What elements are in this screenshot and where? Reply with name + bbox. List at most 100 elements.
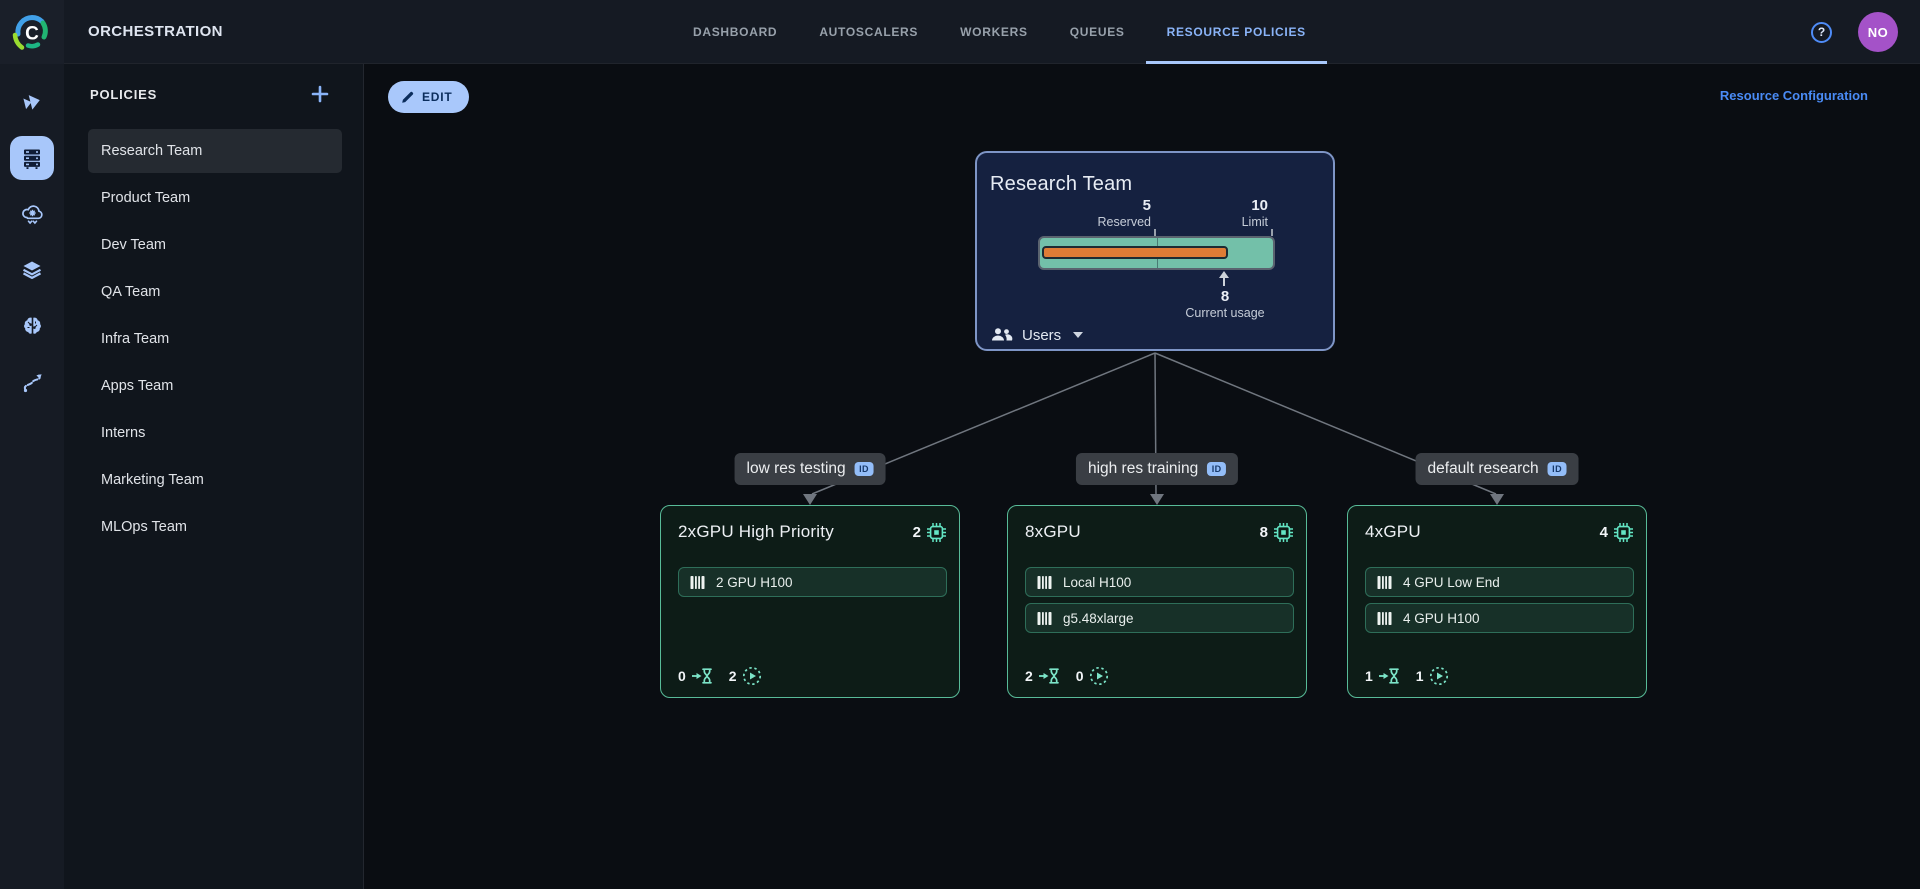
help-button[interactable]: ? xyxy=(1811,21,1832,43)
sidebar-item-marketing-team[interactable]: Marketing Team xyxy=(101,472,204,488)
id-badge[interactable]: ID xyxy=(1207,462,1227,476)
resource-chip-label: 2 GPU H100 xyxy=(716,574,793,590)
id-badge[interactable]: ID xyxy=(854,462,874,476)
pending-count: 0 xyxy=(678,668,686,684)
sidebar-item-infra-team[interactable]: Infra Team xyxy=(101,331,170,347)
rail-item-servers[interactable] xyxy=(10,136,54,180)
running-play-icon xyxy=(1429,666,1449,686)
servers-icon xyxy=(24,149,40,169)
rail-item-cloud-deploy[interactable] xyxy=(10,192,54,236)
card-stats: 2 0 xyxy=(1025,666,1125,686)
tab-queues[interactable]: QUEUES xyxy=(1069,25,1125,39)
worker-card-2xgpu-high-priority[interactable]: 2xGPU High Priority 2 2 GPU H100 xyxy=(660,505,960,698)
policies-list: Research Team Product Team Dev Team QA T… xyxy=(64,124,363,549)
id-badge[interactable]: ID xyxy=(1547,462,1567,476)
running-count: 2 xyxy=(728,668,737,684)
tab-workers[interactable]: WORKERS xyxy=(960,25,1028,39)
reserved-value: 5 xyxy=(1142,197,1151,214)
resource-configuration-link[interactable]: Resource Configuration xyxy=(1719,88,1868,103)
rail-item-pipeline[interactable] xyxy=(10,360,54,404)
usage-arrow-stem xyxy=(1223,277,1225,286)
users-icon xyxy=(992,328,1013,341)
branch-label-text: high res training xyxy=(1087,460,1199,477)
edit-button[interactable]: EDIT xyxy=(388,81,469,113)
user-avatar[interactable]: NO xyxy=(1858,12,1898,52)
cloud-gear-icon xyxy=(21,204,43,224)
gpu-count-value: 4 xyxy=(1599,523,1608,541)
card-title: 4xGPU xyxy=(1365,522,1421,541)
pending-hourglass-icon xyxy=(1378,666,1400,686)
rail-item-brain[interactable] xyxy=(10,304,54,348)
resource-chip[interactable]: 2 GPU H100 xyxy=(678,567,947,597)
app-logo[interactable]: C xyxy=(0,0,64,64)
card-header: 4xGPU 4 xyxy=(1365,522,1633,542)
gpu-count-value: 2 xyxy=(912,523,921,541)
resource-chip-label: Local H100 xyxy=(1063,574,1132,590)
gpu-count: 2 xyxy=(912,522,946,542)
branch-label-high-res-training[interactable]: high res training ID xyxy=(1075,453,1239,485)
node-title: Research Team xyxy=(990,173,1133,195)
usage-caption: Current usage xyxy=(1185,306,1265,320)
question-mark-icon: ? xyxy=(1817,25,1826,39)
pending-hourglass-icon xyxy=(691,666,713,686)
tab-dashboard[interactable]: DASHBOARD xyxy=(693,25,778,39)
resource-chip[interactable]: g5.48xlarge xyxy=(1025,603,1294,633)
resource-chip-label: g5.48xlarge xyxy=(1063,610,1134,626)
resource-chip-label: 4 GPU Low End xyxy=(1403,574,1500,590)
branch-label-text: low res testing xyxy=(746,460,846,477)
card-header: 2xGPU High Priority 2 xyxy=(678,522,946,542)
tab-resource-policies[interactable]: RESOURCE POLICIES xyxy=(1145,0,1328,64)
top-actions: ? NO xyxy=(1811,0,1920,64)
resource-chip-list: Local H100 g5.48xlarge xyxy=(1025,567,1294,633)
sidebar-item-apps-team[interactable]: Apps Team xyxy=(101,378,174,394)
layers-icon xyxy=(22,261,42,279)
users-label: Users xyxy=(1022,326,1062,344)
app-title: ORCHESTRATION xyxy=(88,23,223,40)
resource-chip-label: 4 GPU H100 xyxy=(1403,610,1480,626)
plus-icon xyxy=(311,85,329,103)
pipeline-icon xyxy=(23,373,42,392)
branch-label-text: default research xyxy=(1427,460,1539,477)
tab-autoscalers[interactable]: AUTOSCALERS xyxy=(819,25,919,39)
sidebar-header: POLICIES xyxy=(64,64,363,124)
top-bar: C ORCHESTRATION DASHBOARD AUTOSCALERS WO… xyxy=(0,0,1920,64)
sidebar-item-mlops-team[interactable]: MLOps Team xyxy=(101,519,187,535)
rail-item-fast-forward[interactable] xyxy=(10,80,54,124)
branch-label-default-research[interactable]: default research ID xyxy=(1415,453,1579,485)
logo-icon: C xyxy=(12,14,48,50)
sidebar-item-interns[interactable]: Interns xyxy=(101,425,146,441)
main-nav: DASHBOARD AUTOSCALERS WORKERS QUEUES RES… xyxy=(672,0,1328,64)
gpu-count: 4 xyxy=(1599,522,1633,542)
usage-bar xyxy=(1042,246,1228,259)
resource-chip[interactable]: 4 GPU H100 xyxy=(1365,603,1634,633)
sidebar-title: POLICIES xyxy=(90,86,158,102)
edit-button-label: EDIT xyxy=(422,90,453,104)
quota-bar xyxy=(1038,236,1275,270)
resource-chip[interactable]: Local H100 xyxy=(1025,567,1294,597)
limit-value: 10 xyxy=(1251,197,1268,214)
pencil-icon xyxy=(402,91,414,103)
sidebar-item-dev-team[interactable]: Dev Team xyxy=(101,237,167,253)
root-policy-node[interactable]: Research Team 5 Reserved 10 Limit 8 Curr… xyxy=(975,151,1335,351)
sidebar-item-research-team[interactable]: Research Team xyxy=(88,129,342,173)
rail-item-layers[interactable] xyxy=(10,248,54,292)
branch-label-low-res-testing[interactable]: low res testing ID xyxy=(734,453,886,485)
icon-rail xyxy=(0,64,64,889)
worker-card-8xgpu[interactable]: 8xGPU 8 Local H100 xyxy=(1007,505,1307,698)
reserved-tick xyxy=(1154,229,1156,236)
resource-chip[interactable]: 4 GPU Low End xyxy=(1365,567,1634,597)
pending-count: 1 xyxy=(1365,668,1373,684)
gpu-chip-icon xyxy=(927,522,946,542)
fast-forward-icon xyxy=(23,95,40,110)
chevron-down-icon xyxy=(1073,332,1084,338)
add-policy-button[interactable] xyxy=(311,85,329,103)
sidebar-item-product-team[interactable]: Product Team xyxy=(101,190,191,206)
sidebar-item-qa-team[interactable]: QA Team xyxy=(101,284,161,300)
avatar-initials: NO xyxy=(1867,24,1889,40)
users-dropdown[interactable]: Users xyxy=(990,323,1084,347)
worker-card-4xgpu[interactable]: 4xGPU 4 4 GPU Low End xyxy=(1347,505,1647,698)
card-stats: 1 1 xyxy=(1365,666,1465,686)
gpu-count: 8 xyxy=(1260,522,1293,542)
reserved-label-block: 5 Reserved xyxy=(1021,197,1152,230)
